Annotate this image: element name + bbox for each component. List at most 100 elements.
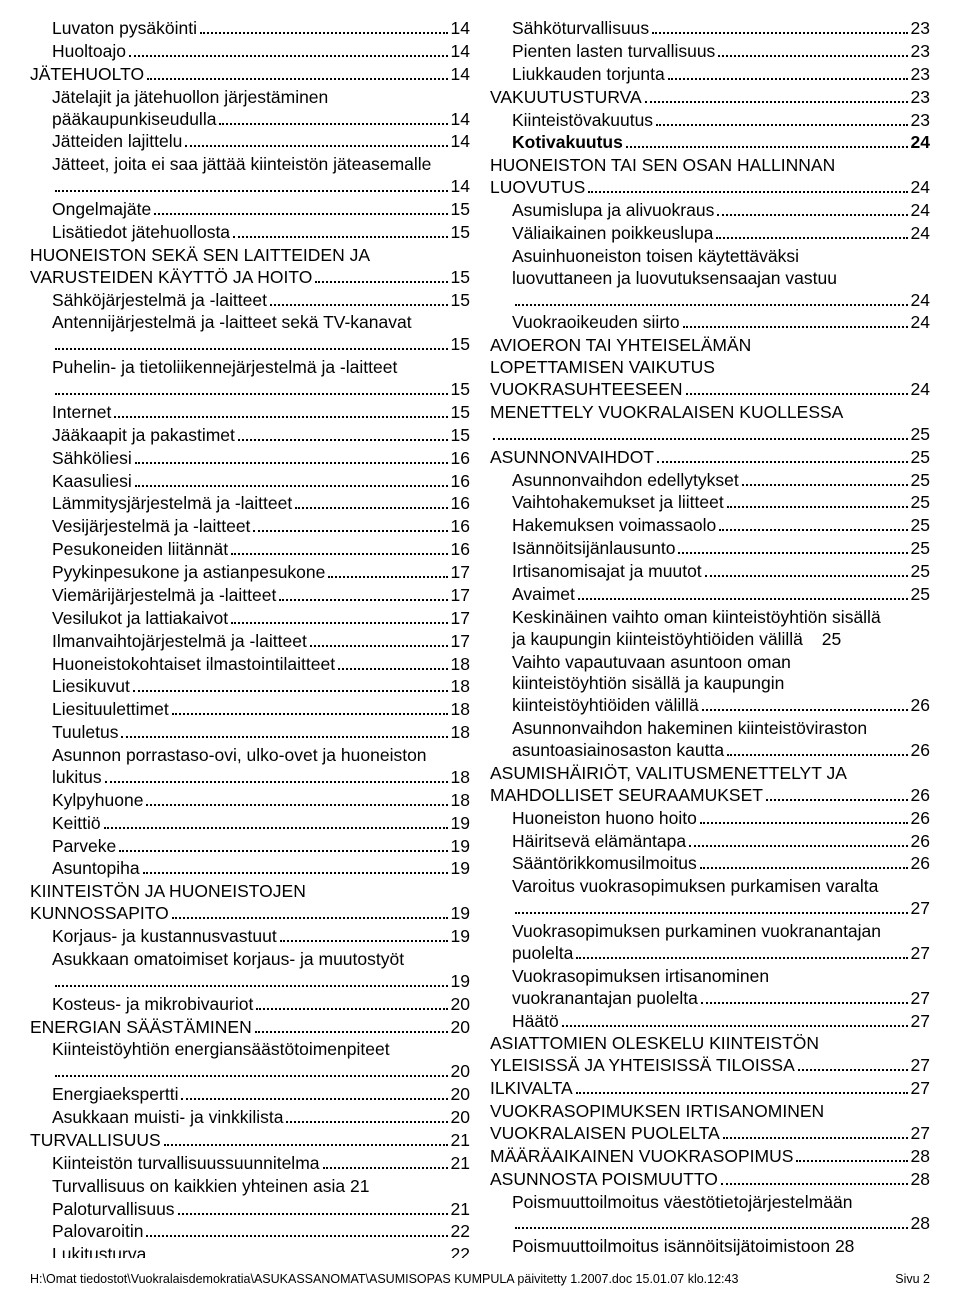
toc-entry-label: ASUNNOSTA POISMUUTTO: [490, 1169, 718, 1191]
toc-entry: Keskinäinen vaihto oman kiinteistöyhtiön…: [490, 607, 930, 651]
toc-leader-dots: [231, 622, 447, 624]
toc-entry-preline: Antennijärjestelmä ja -laitteet sekä TV-…: [52, 312, 470, 334]
toc-leader-dots: [668, 78, 908, 80]
toc-entry-page: 28: [911, 1213, 930, 1235]
toc-entry: Häiritsevä elämäntapa26: [490, 831, 930, 853]
toc-entry-label: Parveke: [52, 836, 116, 858]
toc-entry: Liesikuvut18: [30, 676, 470, 698]
toc-entry: Kosteus- ja mikrobivauriot20: [30, 994, 470, 1016]
toc-entry-page: 24: [911, 200, 930, 222]
toc-entry-page: 17: [451, 631, 470, 653]
toc-entry-page: 26: [911, 785, 930, 807]
toc-entry: Lisätiedot jätehuollosta15: [30, 222, 470, 244]
toc-entry-page: 25: [911, 584, 930, 606]
toc-leader-dots: [119, 850, 447, 852]
toc-entry: ENERGIAN SÄÄSTÄMINEN20: [30, 1017, 470, 1039]
toc-leader-dots: [55, 190, 448, 192]
toc-entry: Vaihto vapautuvaan asuntoon omankiinteis…: [490, 652, 930, 718]
toc-entry: Väliaikainen poikkeuslupa24: [490, 223, 930, 245]
toc-entry: Asunnonvaihdon hakeminen kiinteistöviras…: [490, 718, 930, 762]
toc-entry-label: Korjaus- ja kustannusvastuut: [52, 926, 277, 948]
toc-entry-page: 18: [451, 722, 470, 744]
toc-entry-page: 16: [451, 471, 470, 493]
toc-entry-line: Luvaton pysäköinti14: [52, 18, 470, 40]
toc-entry-page: 24: [911, 132, 930, 154]
toc-entry-line: Palovaroitin22: [52, 1221, 470, 1243]
toc-entry: VAKUUTUSTURVA23: [490, 87, 930, 109]
toc-entry-line: lukitus 18: [52, 767, 470, 789]
toc-leader-dots: [576, 1092, 908, 1094]
toc-entry-page: 23: [911, 64, 930, 86]
toc-entry: Huoneiston huono hoito26: [490, 808, 930, 830]
toc-entry-preline: Keskinäinen vaihto oman kiinteistöyhtiön…: [512, 607, 930, 629]
toc-leader-dots: [146, 804, 447, 806]
toc-leader-dots: [702, 709, 908, 711]
toc-entry: Jääkaapit ja pakastimet15: [30, 425, 470, 447]
toc-entry-line: VAKUUTUSTURVA23: [490, 87, 930, 109]
toc-entry-line: Liesituulettimet18: [52, 699, 470, 721]
toc-leader-dots: [717, 214, 907, 216]
toc-entry-line: pääkaupunkiseudulla14: [52, 109, 470, 131]
toc-leader-dots: [121, 736, 447, 738]
toc-entry-line: Häiritsevä elämäntapa26: [512, 831, 930, 853]
toc-entry-line: ja kaupungin kiinteistöyhtiöiden välillä…: [512, 629, 930, 651]
toc-entry-line: Keittiö19: [52, 813, 470, 835]
toc-entry-page: 20: [451, 1107, 470, 1129]
toc-entry-preline: Puhelin- ja tietoliikennejärjestelmä ja …: [52, 357, 470, 379]
toc-entry-page: 23: [911, 110, 930, 132]
toc-entry: MÄÄRÄAIKAINEN VUOKRASOPIMUS28: [490, 1146, 930, 1168]
toc-leader-dots: [238, 439, 448, 441]
toc-entry-line: Avaimet25: [512, 584, 930, 606]
toc-entry-line: VARUSTEIDEN KÄYTTÖ JA HOITO15: [30, 267, 470, 289]
toc-entry: Vuokraoikeuden siirto24: [490, 312, 930, 334]
toc-leader-dots: [645, 101, 908, 103]
toc-entry: Viemärijärjestelmä ja -laitteet17: [30, 585, 470, 607]
toc-entry-page: 28: [835, 1236, 854, 1258]
toc-entry-page: 18: [451, 699, 470, 721]
toc-leader-dots: [231, 553, 447, 555]
toc-entry-page: 27: [911, 1078, 930, 1100]
toc-entry-page: 23: [911, 41, 930, 63]
toc-entry-line: Häätö27: [512, 1011, 930, 1033]
toc-leader-dots: [796, 1160, 907, 1162]
toc-entry-label: Vesijärjestelmä ja -laitteet: [52, 516, 250, 538]
toc-entry-page: 15: [451, 379, 470, 401]
toc-entry-line: Sähköliesi16: [52, 448, 470, 470]
toc-entry-label: Pienten lasten turvallisuus: [512, 41, 715, 63]
toc-entry: Parveke19: [30, 836, 470, 858]
toc-entry-label: JÄTEHUOLTO: [30, 64, 144, 86]
toc-entry-line: Kotivakuutus24: [512, 132, 930, 154]
toc-leader-dots: [689, 845, 907, 847]
toc-entry-line: LUOVUTUS24: [490, 177, 930, 199]
toc-entry-line: Asukkaan muisti- ja vinkkilista20: [52, 1107, 470, 1129]
toc-leader-dots: [154, 213, 447, 215]
toc-entry-label: asuntoasiainosaston kautta: [512, 740, 724, 762]
toc-entry: ILKIVALTA27: [490, 1078, 930, 1100]
toc-entry-line: Lämmitysjärjestelmä ja -laitteet16: [52, 493, 470, 515]
toc-entry-page: 19: [451, 813, 470, 835]
toc-entry-line: Pyykinpesukone ja astianpesukone17: [52, 562, 470, 584]
toc-leader-dots: [178, 1213, 448, 1215]
toc-leader-dots: [576, 957, 907, 959]
toc-entry-page: 27: [911, 988, 930, 1010]
toc-entry: TURVALLISUUS21: [30, 1130, 470, 1152]
toc-leader-dots: [104, 827, 448, 829]
toc-entry-line: Asuntopiha19: [52, 858, 470, 880]
toc-entry-line: YLEISISSÄ JA YHTEISISSÄ TILOISSA27: [490, 1055, 930, 1077]
toc-entry-line: MAHDOLLISET SEURAAMUKSET26: [490, 785, 930, 807]
toc-entry-page: 27: [911, 1055, 930, 1077]
toc-entry-line: Lisätiedot jätehuollosta15: [52, 222, 470, 244]
toc-entry: Vuokrasopimuksen purkaminen vuokranantaj…: [490, 921, 930, 965]
toc-entry-label: Sääntörikkomusilmoitus: [512, 853, 697, 875]
toc-entry-line: Sähköjärjestelmä ja -laitteet15: [52, 290, 470, 312]
toc-entry-label: ASUNNONVAIHDOT: [490, 447, 654, 469]
toc-entry-page: 27: [911, 943, 930, 965]
toc-entry-preline: Asunnonvaihdon hakeminen kiinteistöviras…: [512, 718, 930, 740]
toc-entry-page: 18: [451, 767, 470, 789]
toc-entry-line: Kaasuliesi16: [52, 471, 470, 493]
toc-leader-dots: [742, 484, 908, 486]
toc-leader-dots: [135, 485, 448, 487]
toc-entry-line: Korjaus- ja kustannusvastuut19: [52, 926, 470, 948]
toc-entry-line: JÄTEHUOLTO14: [30, 64, 470, 86]
toc-entry-label: lukitus: [52, 767, 102, 789]
